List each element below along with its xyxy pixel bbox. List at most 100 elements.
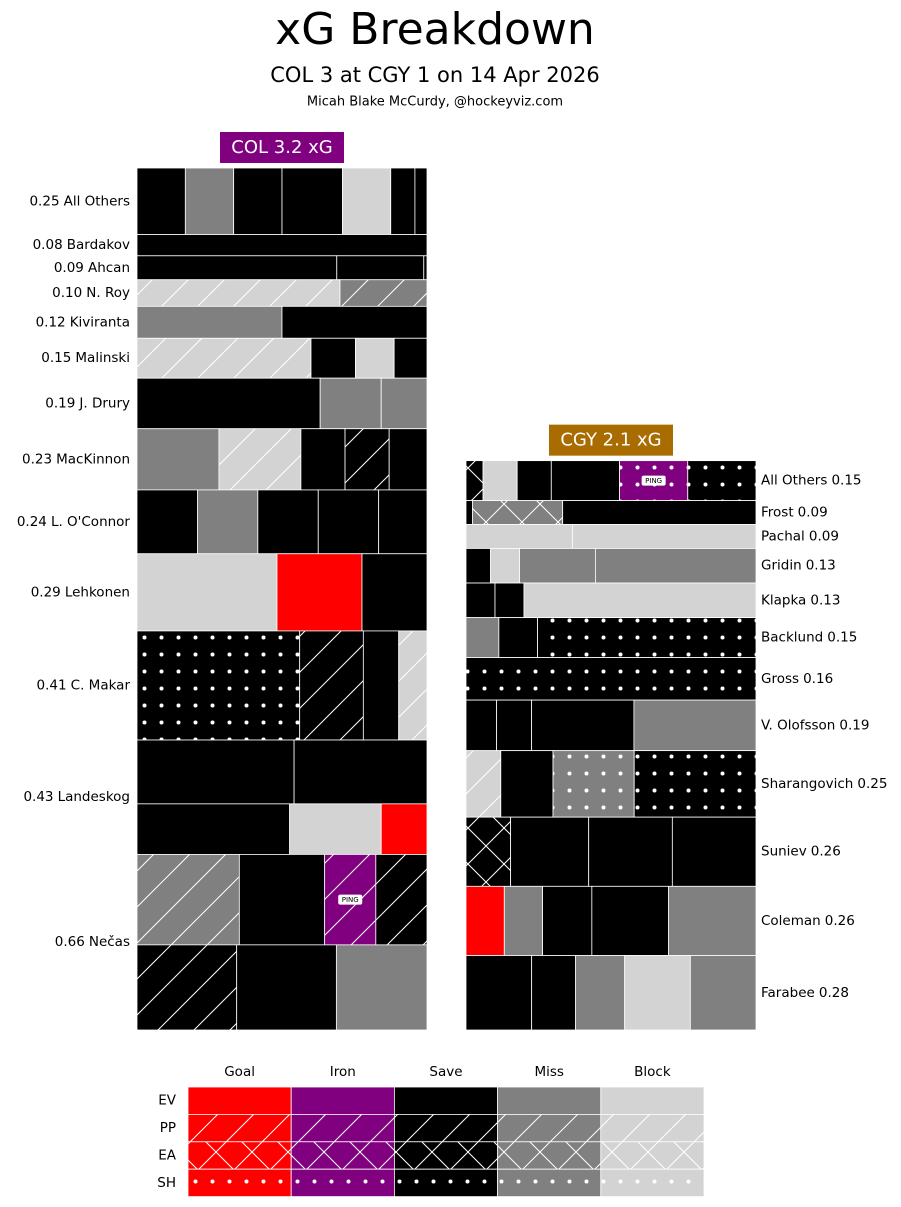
shot-cell — [281, 305, 428, 339]
shot-cell — [519, 548, 596, 584]
shot-cell — [414, 167, 428, 235]
shot-cell — [378, 489, 428, 555]
player-name: Ahcan — [88, 260, 130, 276]
legend-result: Miss — [534, 1064, 563, 1080]
legend-swatch — [393, 1114, 498, 1143]
shot-cell — [339, 279, 428, 307]
shot-cell — [465, 548, 491, 584]
player-name: All Others — [761, 473, 827, 489]
shot-cell — [293, 739, 428, 805]
legend-strength: EV — [158, 1093, 177, 1109]
player-xg: 0.16 — [803, 671, 833, 687]
team-label-box — [220, 132, 344, 163]
player-name: N. Roy — [86, 285, 130, 301]
player-xg: 0.19 — [45, 395, 75, 411]
player-name: C. Makar — [71, 677, 131, 693]
player-name: Lehkonen — [65, 584, 130, 600]
player-name: Gridin — [761, 558, 802, 574]
player-label: Klapka 0.13 — [761, 592, 840, 608]
shot-cell — [136, 428, 220, 491]
shot-cell — [531, 699, 635, 752]
shot-cell — [136, 803, 291, 855]
shot-cell — [498, 617, 538, 658]
player-name: V. Olofsson — [761, 717, 835, 733]
player-xg: 0.26 — [825, 913, 855, 929]
shot-cell — [289, 803, 382, 855]
shot-cell — [465, 617, 500, 658]
shot-cell — [588, 816, 673, 887]
player-xg: 0.43 — [23, 789, 53, 805]
player-label: Frost 0.09 — [761, 505, 828, 521]
shot-cell — [257, 489, 319, 555]
shot-cell — [238, 854, 326, 946]
shot-cell — [465, 657, 757, 701]
legend-swatch — [497, 1114, 602, 1143]
shot-cell — [550, 460, 620, 501]
legend-strength: PP — [160, 1120, 176, 1136]
player-label: 0.15 Malinski — [41, 350, 130, 366]
player-label: V. Olofsson 0.19 — [761, 717, 869, 733]
player-label: Pachal 0.09 — [761, 528, 839, 544]
shot-cell — [591, 885, 669, 956]
player-name: Bardakov — [67, 237, 130, 253]
player-label: All Others 0.15 — [761, 473, 862, 489]
player-label: 0.41 C. Makar — [37, 677, 131, 693]
shot-cell — [465, 955, 533, 1031]
player-xg: 0.28 — [819, 985, 849, 1001]
shot-cell — [336, 255, 425, 281]
shot-cell — [689, 955, 757, 1031]
player-name: Backlund — [761, 630, 823, 646]
player-name: Suniev — [761, 844, 807, 860]
shot-cell — [398, 630, 428, 741]
shot-cell — [136, 255, 338, 281]
player-xg: 0.25 — [29, 193, 59, 209]
shot-cell — [335, 944, 428, 1031]
shot-cell — [136, 489, 198, 555]
shot-cell — [472, 500, 564, 525]
shot-cell — [375, 854, 428, 946]
player-xg: 0.66 — [55, 934, 85, 950]
legend-result: Save — [429, 1064, 462, 1080]
shot-cell — [317, 489, 380, 555]
player-label: Backlund 0.15 — [761, 630, 857, 646]
shot-cell — [380, 377, 428, 430]
player-label: 0.23 MacKinnon — [22, 451, 130, 467]
legend-swatch — [600, 1086, 705, 1115]
shot-cell — [136, 377, 321, 430]
shot-cell — [310, 337, 356, 379]
shot-cell — [423, 255, 428, 281]
team-label: CGY 2.1 xG — [560, 430, 661, 451]
shot-cell — [299, 630, 364, 741]
legend-swatch — [393, 1086, 498, 1115]
shot-cell — [465, 582, 496, 619]
shot-cell — [218, 428, 302, 491]
player-label: 0.08 Bardakov — [33, 237, 130, 253]
shot-cell — [136, 739, 295, 805]
player-label: 0.12 Kiviranta — [36, 314, 130, 330]
player-label: Farabee 0.28 — [761, 985, 849, 1001]
player-xg: 0.09 — [798, 505, 828, 521]
player-xg: 0.15 — [831, 473, 861, 489]
shot-cell — [342, 167, 392, 235]
player-name: Gross — [761, 671, 799, 687]
legend-swatch — [187, 1141, 292, 1170]
player-label: 0.66 Nečas — [55, 934, 130, 950]
player-name: J. Drury — [78, 395, 130, 411]
credit: Micah Blake McCurdy, @hockeyviz.com — [307, 95, 563, 110]
shot-cell — [136, 279, 341, 307]
player-name: Farabee — [761, 985, 815, 1001]
player-xg: 0.15 — [41, 350, 71, 366]
player-label: 0.24 L. O'Connor — [17, 514, 131, 530]
legend-swatch — [187, 1086, 292, 1115]
legend-swatch — [290, 1168, 395, 1197]
shot-cell — [136, 337, 312, 379]
chart-subtitle: COL 3 at CGY 1 on 14 Apr 2026 — [270, 63, 600, 87]
player-xg: 0.41 — [37, 677, 67, 693]
shot-cell — [494, 582, 525, 619]
shot-cell — [388, 428, 428, 491]
legend-swatch — [187, 1168, 292, 1197]
shot-cell — [542, 885, 593, 956]
shot-cell — [516, 460, 552, 501]
shot-cell — [687, 460, 757, 501]
